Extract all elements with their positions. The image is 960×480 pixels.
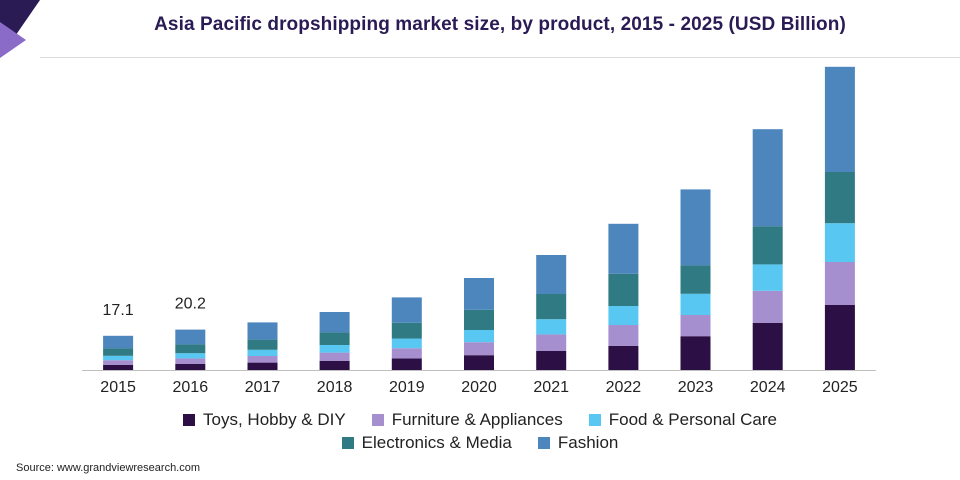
- title-divider: [40, 57, 960, 58]
- bar-2018-toys-hobby-diy: [319, 360, 350, 370]
- bar-2019-furniture-appliances: [391, 348, 422, 359]
- x-tick-label-2023: 2023: [678, 379, 714, 396]
- bar-2016-electronics-media: [175, 344, 206, 354]
- bar-2024-fashion: [752, 129, 783, 227]
- bar-2021-fashion: [536, 255, 567, 294]
- bar-2022-fashion: [608, 223, 639, 274]
- legend-row-2: Electronics & Media Fashion: [0, 433, 960, 453]
- bar-2021-electronics-media: [536, 294, 567, 320]
- bar-2015-fashion: [103, 335, 134, 349]
- legend-label-food: Food & Personal Care: [608, 410, 777, 429]
- x-tick-label-2017: 2017: [245, 379, 281, 396]
- bar-2025-fashion: [824, 66, 855, 172]
- bar-2019-food-personal-care: [391, 338, 422, 349]
- bar-2022-furniture-appliances: [608, 325, 639, 346]
- x-tick-label-2022: 2022: [606, 379, 642, 396]
- legend-swatch-electronics: [341, 437, 354, 449]
- bar-2024-food-personal-care: [752, 264, 783, 291]
- labels-layer: 2015 17.1 2016 20.2 2017 2018 2019 2020 2021 2022…: [100, 296, 857, 396]
- bar-2019-fashion: [391, 297, 422, 323]
- x-tick-label-2019: 2019: [389, 379, 425, 396]
- x-tick-label-2021: 2021: [533, 379, 569, 396]
- bar-2024-toys-hobby-diy: [752, 322, 783, 370]
- bar-2019-toys-hobby-diy: [391, 358, 422, 370]
- legend-label-fashion: Fashion: [557, 433, 619, 452]
- legend-label-electronics: Electronics & Media: [361, 433, 512, 452]
- bar-2015-food-personal-care: [103, 355, 134, 361]
- bar-2023-fashion: [680, 189, 711, 266]
- bar-2021-food-personal-care: [536, 319, 567, 335]
- legend-row-1: Toys, Hobby & DIY Furniture & Appliances…: [0, 410, 960, 430]
- bar-2020-electronics-media: [464, 309, 494, 330]
- x-tick-label-2015: 2015: [100, 379, 136, 396]
- bar-2017-toys-hobby-diy: [247, 362, 278, 370]
- source-note: Source: www.grandviewresearch.com: [16, 462, 201, 474]
- bar-2019-electronics-media: [391, 322, 422, 339]
- bar-2022-electronics-media: [608, 273, 639, 306]
- legend-item-furniture: Furniture & Appliances: [371, 410, 563, 430]
- legend-item-food: Food & Personal Care: [588, 410, 777, 430]
- bar-2023-furniture-appliances: [680, 315, 711, 337]
- bar-2017-fashion: [247, 322, 278, 340]
- bar-2018-furniture-appliances: [319, 352, 350, 361]
- bar-2025-toys-hobby-diy: [824, 305, 855, 370]
- legend-item-toys: Toys, Hobby & DIY: [183, 410, 346, 430]
- bar-2021-toys-hobby-diy: [536, 351, 567, 370]
- bar-2018-fashion: [319, 312, 350, 333]
- x-tick-label-2018: 2018: [317, 379, 353, 396]
- bar-2024-electronics-media: [752, 226, 783, 265]
- x-tick-label-2024: 2024: [750, 379, 786, 396]
- bar-2017-furniture-appliances: [247, 356, 278, 363]
- bar-2025-furniture-appliances: [824, 262, 855, 305]
- bar-2017-food-personal-care: [247, 349, 278, 356]
- brand-corner-badge: [0, 0, 40, 58]
- bar-2022-toys-hobby-diy: [608, 345, 639, 370]
- bar-2016-toys-hobby-diy: [175, 363, 206, 370]
- data-label-2016: 20.2: [175, 296, 206, 313]
- legend-swatch-furniture: [371, 414, 384, 426]
- bar-2018-food-personal-care: [319, 345, 350, 353]
- bar-2020-toys-hobby-diy: [464, 355, 494, 370]
- bar-2016-fashion: [175, 329, 206, 345]
- legend-swatch-food: [588, 414, 601, 426]
- bar-2015-furniture-appliances: [103, 360, 134, 365]
- bar-2018-electronics-media: [319, 332, 350, 345]
- x-tick-label-2025: 2025: [822, 379, 858, 396]
- x-tick-label-2016: 2016: [173, 379, 209, 396]
- bar-2015-electronics-media: [103, 348, 134, 356]
- x-tick-label-2020: 2020: [461, 379, 497, 396]
- bar-2023-electronics-media: [680, 265, 711, 294]
- bar-2025-electronics-media: [824, 172, 855, 224]
- bar-2023-toys-hobby-diy: [680, 336, 711, 370]
- bar-2023-food-personal-care: [680, 293, 711, 315]
- legend-item-electronics: Electronics & Media: [341, 433, 512, 453]
- bar-2020-food-personal-care: [464, 330, 494, 343]
- bar-2017-electronics-media: [247, 339, 278, 350]
- bar-2024-furniture-appliances: [752, 290, 783, 323]
- legend-swatch-toys: [183, 414, 196, 426]
- bar-2015-toys-hobby-diy: [103, 364, 134, 370]
- legend-label-furniture: Furniture & Appliances: [391, 410, 563, 429]
- bars-layer: [82, 66, 876, 371]
- chart-title: Asia Pacific dropshipping market size, b…: [154, 14, 846, 35]
- bar-2016-furniture-appliances: [175, 358, 206, 364]
- bar-2020-furniture-appliances: [464, 342, 494, 356]
- legend-label-toys: Toys, Hobby & DIY: [203, 410, 346, 429]
- bar-2016-food-personal-care: [175, 353, 206, 359]
- bar-2025-food-personal-care: [824, 223, 855, 262]
- legend-item-fashion: Fashion: [537, 433, 619, 453]
- bar-2020-fashion: [464, 278, 494, 310]
- legend-swatch-fashion: [537, 437, 550, 449]
- bar-2022-food-personal-care: [608, 306, 639, 325]
- bar-2021-furniture-appliances: [536, 334, 567, 351]
- data-label-2015: 17.1: [103, 302, 134, 319]
